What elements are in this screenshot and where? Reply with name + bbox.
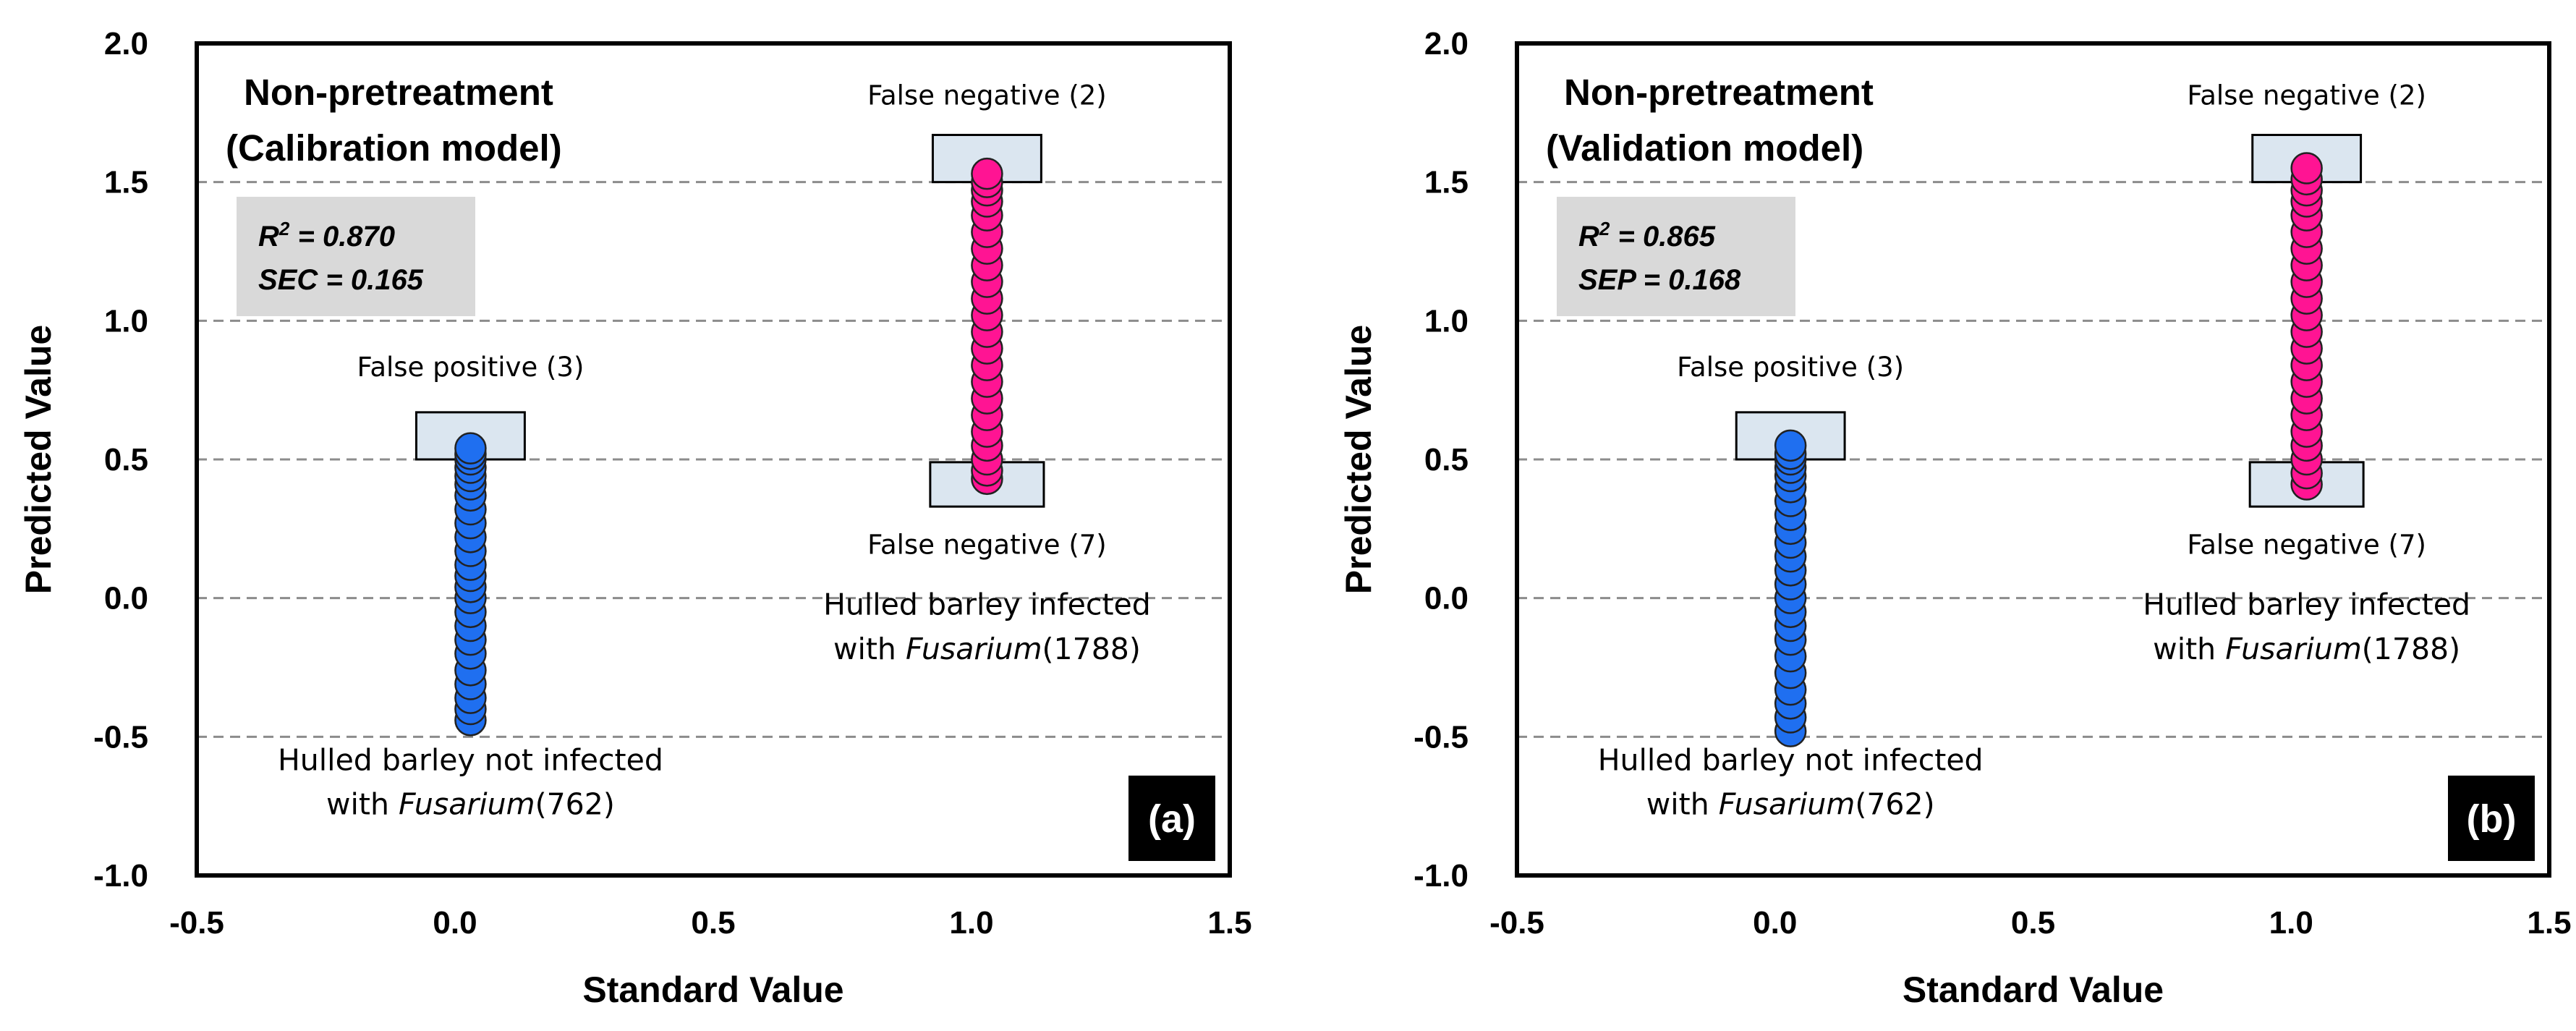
x-axis-title: Standard Value [582,970,843,1010]
x-tick-label: 0.5 [2011,905,2055,941]
point-not-infected [454,432,487,464]
group-label-not-infected-line2: with Fusarium(762) [1646,787,1935,822]
plot-frame [1515,41,2551,878]
chart-subtitle: (Validation model) [1546,127,1863,169]
group-label-not-infected: Hulled barley not infected [278,742,663,777]
y-tick-label: 0.0 [1424,581,1468,616]
error-stat-text: SEP = 0.168 [1578,264,1741,296]
y-tick-label: 0.5 [104,442,148,478]
y-tick-label: 1.5 [104,165,148,200]
y-tick-label: -1.0 [1414,858,1468,894]
group-label-infected: Hulled barley infected [823,587,1151,622]
chart-title: Non-pretreatment [244,72,553,113]
point-infected [971,157,1003,190]
error-stat-text: SEC = 0.165 [258,264,424,296]
y-tick-label: 0.0 [104,581,148,616]
y-tick-label: -0.5 [93,719,148,755]
x-tick-label: 1.0 [949,905,993,941]
false-positive-label: False positive (3) [357,352,584,383]
false-negative-top-label: False negative (2) [2187,80,2426,111]
x-axis-title: Standard Value [1903,970,2164,1010]
panel-b: -1.0 -0.5 0.0 0.5 1.0 1.5 2.0 -0.5 0.0 0.5 1.0 1.5 S… [1338,26,2572,1010]
group-label-infected-line2: with Fusarium(1788) [2153,632,2460,666]
group-label-infected-line2: with Fusarium(1788) [833,632,1141,666]
x-tick-label: 1.0 [2269,905,2313,941]
x-tick-label: 0.5 [691,905,735,941]
false-negative-bottom-label: False negative (7) [867,529,1107,560]
plot-frame [195,41,1232,878]
panel-label: (a) [1148,797,1196,841]
group-label-infected: Hulled barley infected [2143,587,2470,622]
point-infected [2290,152,2323,184]
panel-a: -1.0 -0.5 0.0 0.5 1.0 1.5 2.0 -0.5 0.0 0.5 1.0 1.5 S… [18,26,1252,1010]
group-label-not-infected: Hulled barley not infected [1598,742,1984,777]
x-tick-label: -0.5 [169,905,224,941]
chart-title: Non-pretreatment [1564,72,1874,113]
r-squared-text: R2 = 0.870 [258,218,395,253]
x-tick-label: 0.0 [433,905,477,941]
panel-label-box [2448,776,2535,861]
stats-box [237,197,475,316]
x-tick-label: 1.5 [2527,905,2571,941]
y-tick-label: 1.0 [1424,303,1468,339]
false-negative-bottom-label: False negative (7) [2187,529,2426,560]
y-tick-label: -1.0 [93,858,148,894]
false-positive-label: False positive (3) [1677,352,1904,383]
panel-label: (b) [2467,797,2517,841]
stats-box [1557,197,1795,316]
x-tick-label: 1.5 [1207,905,1251,941]
panel-label-box [1128,776,1215,861]
y-tick-label: -0.5 [1414,719,1468,755]
point-not-infected [1774,429,1807,462]
y-axis-title: Predicted Value [1338,325,1379,594]
y-tick-label: 1.0 [104,303,148,339]
y-tick-label: 1.5 [1424,165,1468,200]
y-axis-title: Predicted Value [18,325,59,594]
y-tick-label: 2.0 [1424,26,1468,61]
y-tick-label: 2.0 [104,26,148,61]
r-squared-text: R2 = 0.865 [1578,218,1716,253]
false-negative-top-label: False negative (2) [867,80,1107,111]
x-tick-label: 0.0 [1753,905,1797,941]
x-tick-label: -0.5 [1489,905,1544,941]
y-tick-label: 0.5 [1424,442,1468,478]
group-label-not-infected-line2: with Fusarium(762) [326,787,615,822]
chart-subtitle: (Calibration model) [226,127,562,169]
